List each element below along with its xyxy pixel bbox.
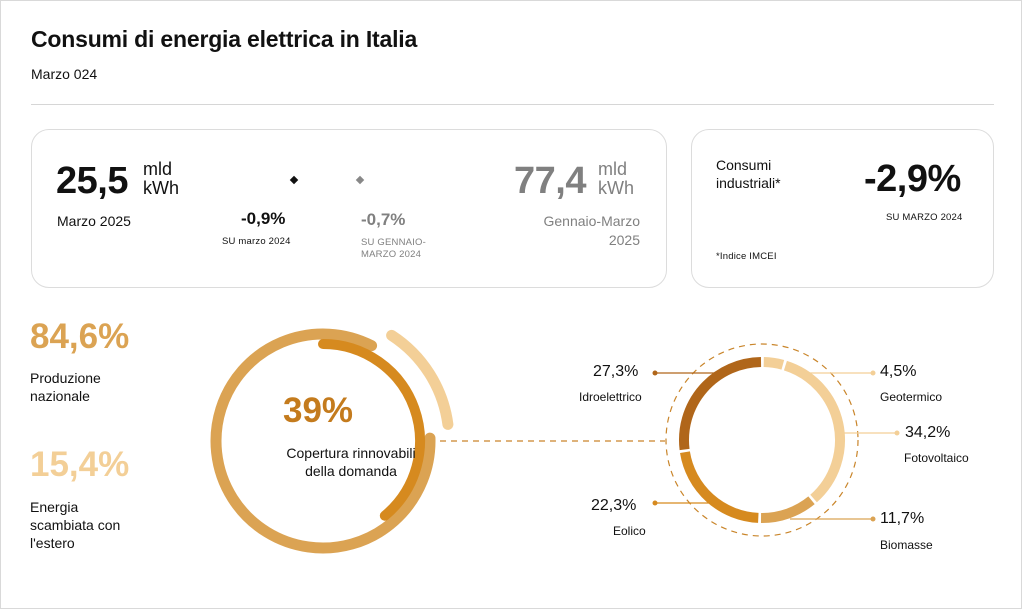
- monthly-change-note: SU marzo 2024: [222, 236, 291, 247]
- wind-label: Eolico: [613, 524, 646, 538]
- biomass-segment: [760, 496, 815, 523]
- industrial-change-note: SU MARZO 2024: [886, 212, 963, 223]
- biomass-leader-dot: [870, 516, 876, 522]
- geothermal-label: Geotermico: [880, 390, 943, 404]
- renewable-coverage-segment: [318, 339, 425, 521]
- page-title: Consumi di energia elettrica in Italia: [31, 26, 418, 52]
- geothermal-pct: 4,5%: [880, 363, 917, 380]
- hydro-pct: 27,3%: [593, 363, 639, 380]
- comparison-lines: [170, 175, 490, 185]
- source-leader-lines: [652, 370, 900, 522]
- monthly-line-marker: [289, 175, 299, 185]
- renewable-coverage-pct: 39%: [283, 391, 354, 430]
- solar-label: Fotovoltaico: [904, 451, 969, 465]
- biomass-pct: 11,7%: [880, 510, 925, 527]
- foreign-exchange-pct: 15,4%: [30, 445, 130, 484]
- national-production-segment: [210, 328, 436, 554]
- renewable-sources-donut: [679, 357, 845, 523]
- hydro-segment: [679, 357, 762, 451]
- industrial-value: -2,9%: [864, 158, 961, 200]
- wind-segment: [680, 451, 759, 523]
- industrial-label: Consumi industriali*: [716, 157, 781, 191]
- national-production-pct: 84,6%: [30, 317, 130, 356]
- biomass-label: Biomasse: [880, 538, 933, 552]
- sources-outer-dashed-ring: [665, 343, 859, 537]
- geothermal-leader-dot: [870, 370, 876, 376]
- header-divider: [31, 104, 994, 105]
- monthly-change: -0,9%: [241, 209, 286, 228]
- national-production-label: Produzione nazionale: [30, 370, 101, 404]
- solar-leader-dot: [894, 430, 900, 436]
- ytd-unit: mld kWh: [598, 159, 634, 198]
- industrial-footnote: *Indice IMCEI: [716, 251, 777, 262]
- wind-pct: 22,3%: [591, 497, 637, 514]
- wind-leader-dot: [652, 500, 658, 506]
- supply-donut: [210, 328, 454, 554]
- foreign-exchange-segment: [386, 329, 454, 430]
- monthly-period: Marzo 2025: [57, 213, 131, 229]
- page-subtitle: Marzo 024: [31, 66, 98, 82]
- monthly-unit: mld kWh: [143, 159, 179, 198]
- ytd-period: Gennaio-Marzo 2025: [543, 213, 641, 248]
- ytd-value: 77,4: [514, 160, 586, 202]
- solar-pct: 34,2%: [905, 424, 951, 441]
- solar-segment: [783, 360, 845, 503]
- hydro-leader-dot: [652, 370, 658, 376]
- ytd-line-marker: [355, 175, 365, 185]
- monthly-value: 25,5: [56, 160, 128, 202]
- renewable-coverage-label: Copertura rinnovabili della domanda: [286, 445, 416, 479]
- renewable-coverage-arc: [318, 339, 425, 521]
- industrial-card: [691, 129, 994, 288]
- ytd-change-note: SU GENNAIO-MARZO 2024: [361, 237, 427, 260]
- consumption-card: [31, 129, 667, 288]
- foreign-exchange-label: Energia scambiata con l'estero: [30, 499, 121, 551]
- hydro-label: Idroelettrico: [579, 390, 642, 404]
- ytd-change: -0,7%: [361, 210, 406, 229]
- geothermal-segment: [763, 357, 785, 370]
